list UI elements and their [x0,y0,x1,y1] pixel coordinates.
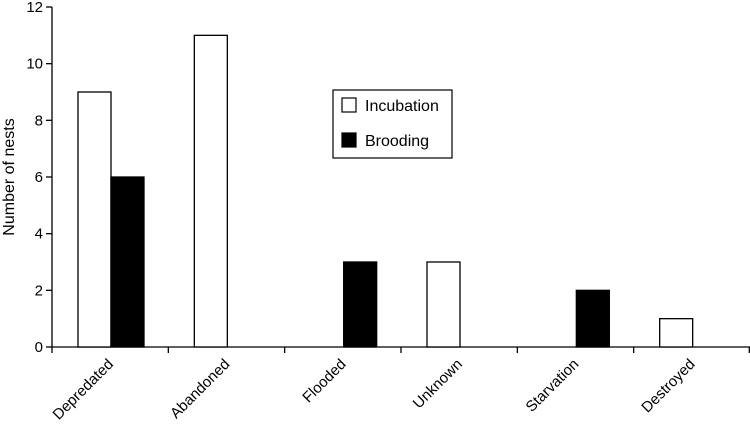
legend-swatch-incubation [341,97,357,113]
y-tick-label: 12 [26,0,43,16]
bar-brooding-starvation [575,289,610,348]
bar-brooding-flooded [343,261,378,348]
y-tick-label: 2 [35,282,43,299]
x-category-label: Starvation [523,356,583,416]
y-tick-label: 6 [35,169,43,186]
bar-incubation-destroyed [659,318,694,348]
y-tick-label: 10 [26,56,43,73]
x-category-label: Destroyed [638,356,698,416]
legend: Incubation Brooding [332,89,453,159]
bar-incubation-unknown [426,261,461,348]
y-tick-label: 4 [35,226,43,243]
legend-swatch-brooding [341,132,357,148]
legend-label-brooding: Brooding [365,133,429,150]
y-axis: 0 2 4 6 8 10 12 [26,0,53,356]
x-category-label: Depredated [50,356,117,423]
x-category-label: Abandoned [167,356,233,422]
bar-brooding-depredated [110,176,145,348]
x-category-label: Unknown [410,356,466,412]
bars-group [77,34,694,348]
bar-incubation-depredated [77,91,112,348]
y-axis-title: Number of nests [1,118,18,235]
y-tick-label: 0 [35,339,43,356]
bar-incubation-abandoned [193,34,228,348]
x-category-label: Flooded [299,356,349,406]
x-axis: Depredated Abandoned Flooded Unknown Starvat… [50,346,750,423]
legend-label-incubation: Incubation [365,98,439,115]
y-tick-label: 8 [35,112,43,129]
